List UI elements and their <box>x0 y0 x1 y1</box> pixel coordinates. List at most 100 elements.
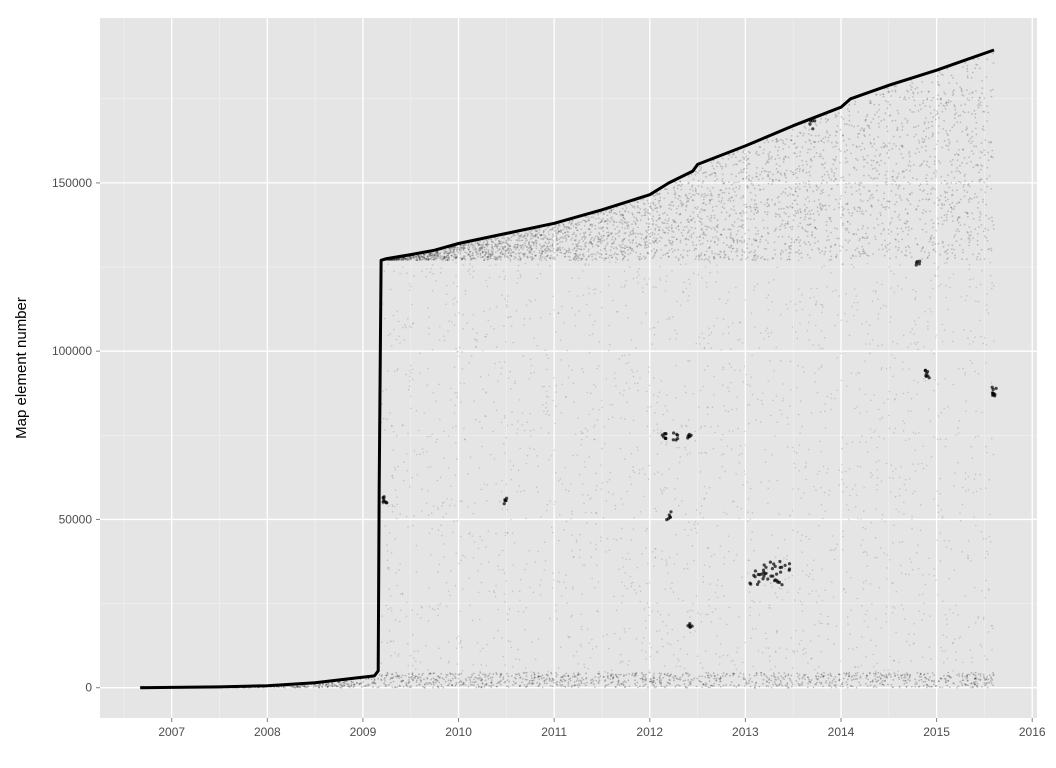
data-point <box>693 194 696 197</box>
data-point <box>695 170 697 173</box>
data-point <box>486 240 489 243</box>
data-point <box>606 227 609 230</box>
data-point <box>472 253 474 255</box>
data-point <box>749 151 751 154</box>
data-point <box>697 185 700 187</box>
data-point <box>567 251 570 254</box>
data-point <box>583 255 585 258</box>
data-point <box>535 247 538 250</box>
data-point <box>946 252 949 255</box>
data-point <box>622 254 624 256</box>
data-point <box>827 673 829 676</box>
data-point <box>971 135 974 138</box>
data-point <box>961 674 964 676</box>
data-point <box>487 243 490 246</box>
data-point <box>432 672 435 675</box>
data-point <box>414 677 416 679</box>
data-point <box>577 686 580 689</box>
data-point <box>987 229 989 231</box>
data-point <box>522 671 525 674</box>
data-point <box>882 229 885 232</box>
data-point <box>467 253 470 256</box>
data-point <box>863 134 865 136</box>
data-point <box>971 96 974 99</box>
data-point <box>691 185 693 188</box>
data-point <box>422 255 424 258</box>
data-point <box>702 198 705 201</box>
data-point <box>642 202 645 205</box>
data-point <box>825 114 828 117</box>
data-point <box>753 254 755 257</box>
data-point <box>946 258 948 260</box>
data-point <box>594 257 596 260</box>
data-point <box>649 213 652 216</box>
data-point <box>485 239 488 241</box>
data-point <box>896 129 898 132</box>
data-point <box>905 169 908 171</box>
data-point <box>421 674 423 676</box>
data-point <box>983 181 986 184</box>
data-point <box>702 237 705 239</box>
data-point <box>659 674 662 677</box>
data-point <box>673 677 675 680</box>
data-point <box>709 686 711 689</box>
data-point <box>668 241 671 244</box>
data-point <box>939 686 941 689</box>
data-point <box>862 250 864 253</box>
data-point <box>983 258 986 260</box>
data-point <box>777 154 779 157</box>
data-point <box>531 253 534 256</box>
data-point <box>837 112 840 114</box>
data-point <box>647 686 649 689</box>
data-point <box>685 193 687 196</box>
data-point <box>838 148 841 151</box>
data-point <box>465 243 467 246</box>
data-point <box>905 249 908 252</box>
data-point <box>576 229 578 232</box>
data-point <box>720 233 723 236</box>
data-point <box>823 167 826 169</box>
data-point <box>486 258 489 261</box>
data-point <box>441 677 444 680</box>
data-point <box>610 232 612 235</box>
data-point <box>733 209 736 212</box>
data-point <box>661 229 664 231</box>
data-point <box>739 212 741 215</box>
data-point <box>631 223 633 226</box>
data-point <box>479 252 482 255</box>
data-point <box>452 246 455 249</box>
data-point <box>959 164 961 167</box>
data-point <box>966 127 968 130</box>
data-point <box>828 216 830 219</box>
data-point <box>601 220 604 223</box>
data-point <box>928 240 931 243</box>
data-point <box>768 151 771 154</box>
data-point <box>979 678 982 681</box>
data-point <box>678 194 680 197</box>
data-point <box>653 195 656 198</box>
data-point <box>495 685 498 688</box>
data-point <box>936 197 939 199</box>
data-point <box>973 677 976 680</box>
data-point <box>946 132 948 135</box>
data-point <box>920 108 922 110</box>
data-point <box>940 216 943 219</box>
data-point <box>713 257 715 260</box>
data-point <box>378 673 381 676</box>
data-point <box>780 675 783 678</box>
data-point <box>654 227 657 230</box>
data-point <box>956 140 959 143</box>
data-point <box>788 186 791 189</box>
data-point <box>607 674 609 677</box>
data-point <box>845 157 847 160</box>
data-point <box>840 195 842 197</box>
data-point <box>622 257 624 260</box>
data-point <box>650 250 653 253</box>
data-point <box>958 673 960 675</box>
data-point <box>744 153 746 155</box>
data-point <box>741 249 744 251</box>
data-point <box>538 227 541 230</box>
data-point <box>680 231 683 234</box>
data-point <box>859 199 862 201</box>
data-point <box>606 243 609 246</box>
